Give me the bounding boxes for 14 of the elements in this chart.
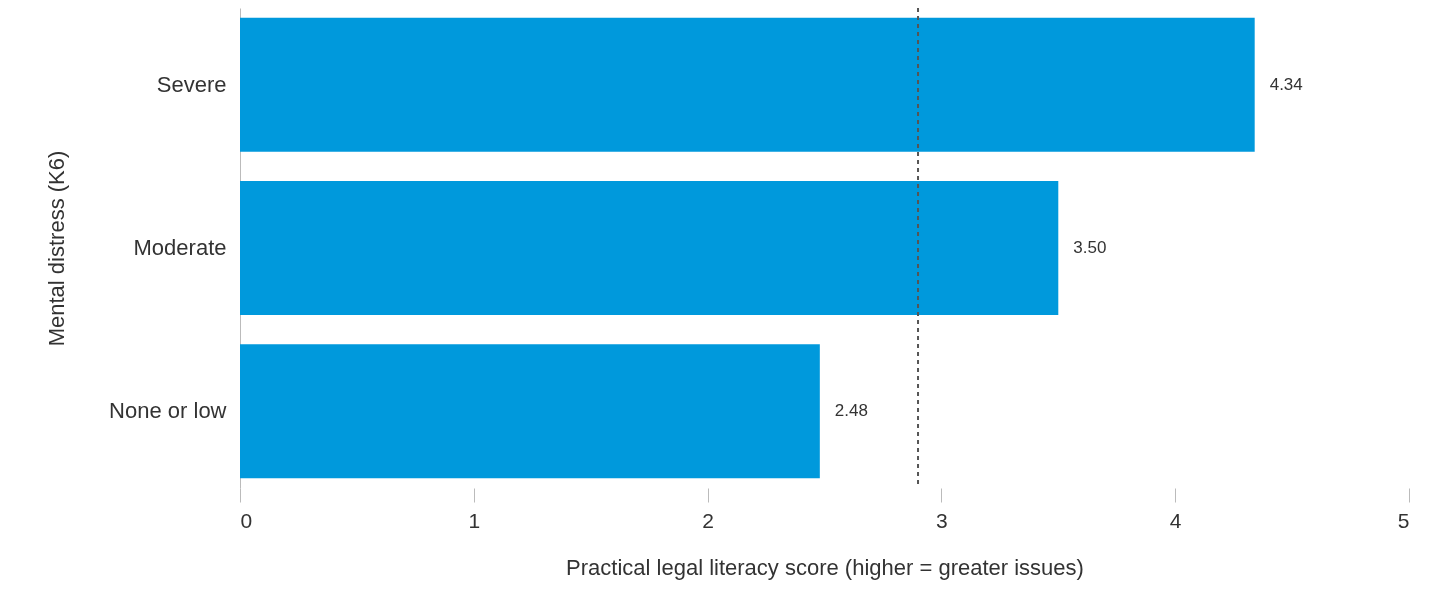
y-tick-label: None or low	[109, 398, 227, 424]
x-tick-label: 1	[468, 508, 481, 532]
x-tick-label: 0	[240, 508, 253, 532]
x-axis-title: Practical legal literacy score (higher = greater issues)	[566, 554, 1084, 580]
y-tick-label: Severe	[156, 71, 227, 97]
y-tick-label: Moderate	[133, 235, 227, 260]
data-label: 4.34	[1269, 74, 1303, 94]
x-tick-label: 3	[936, 508, 948, 532]
y-axis-title: Mental distress (K6)	[44, 150, 70, 347]
data-label: 3.50	[1073, 238, 1107, 257]
x-tick-label: 2	[702, 508, 714, 532]
data-label: 2.48	[834, 401, 868, 421]
x-tick-label: 4	[1169, 508, 1182, 532]
x-tick-label: 5	[1397, 508, 1410, 532]
